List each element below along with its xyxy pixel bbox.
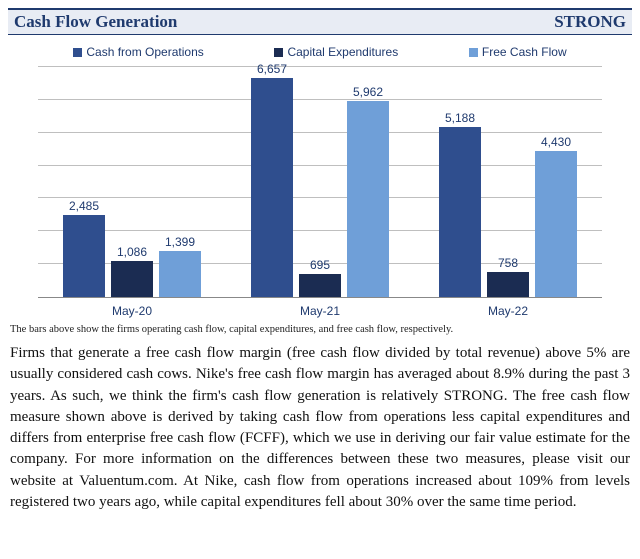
bar-value-label: 5,188 [445, 111, 475, 125]
chart-plot: 2,4851,0861,3996,6576955,9625,1887584,43… [38, 67, 602, 298]
bar-group: 2,485 1,086 1,399 [63, 199, 201, 297]
bar-value-label: 758 [498, 256, 518, 270]
bar [159, 251, 201, 297]
bar-column: 2,485 [63, 199, 105, 297]
bar-value-label: 1,399 [165, 235, 195, 249]
bar-column: 5,188 [439, 111, 481, 297]
bar-value-label: 4,430 [541, 135, 571, 149]
legend-item-cfo: Cash from Operations [73, 45, 203, 59]
legend-item-capex: Capital Expenditures [274, 45, 398, 59]
legend-swatch [469, 48, 478, 57]
bar [251, 78, 293, 297]
legend-item-fcf: Free Cash Flow [469, 45, 567, 59]
xaxis-label: May-22 [488, 304, 528, 318]
section-header: Cash Flow Generation STRONG [8, 8, 632, 35]
bar [535, 151, 577, 297]
bar-value-label: 695 [310, 258, 330, 272]
section-rating: STRONG [554, 12, 626, 32]
bar-value-label: 6,657 [257, 62, 287, 76]
bar-group: 5,188 758 4,430 [439, 111, 577, 297]
bar [439, 127, 481, 297]
legend-label: Cash from Operations [86, 45, 203, 59]
xaxis-label: May-20 [112, 304, 152, 318]
body-paragraph: Firms that generate a free cash flow mar… [8, 343, 632, 513]
bar-column: 695 [299, 258, 341, 297]
bar-column: 1,086 [111, 245, 153, 297]
bar-column: 1,399 [159, 235, 201, 297]
bar-column: 4,430 [535, 135, 577, 297]
section-title: Cash Flow Generation [14, 12, 177, 32]
bar [111, 261, 153, 297]
legend-swatch [274, 48, 283, 57]
legend-swatch [73, 48, 82, 57]
bar-value-label: 1,086 [117, 245, 147, 259]
chart-xaxis: May-20 May-21 May-22 [38, 298, 602, 320]
bar-group: 6,657 695 5,962 [251, 62, 389, 297]
bar-column: 6,657 [251, 62, 293, 297]
chart-caption: The bars above show the firms operating … [8, 320, 632, 343]
bar-value-label: 2,485 [69, 199, 99, 213]
bar-column: 758 [487, 256, 529, 297]
bar-column: 5,962 [347, 85, 389, 297]
bar [347, 101, 389, 297]
xaxis-label: May-21 [300, 304, 340, 318]
cashflow-chart: Cash from Operations Capital Expenditure… [8, 35, 632, 320]
bar-value-label: 5,962 [353, 85, 383, 99]
bar [487, 272, 529, 297]
bar [299, 274, 341, 297]
legend-label: Free Cash Flow [482, 45, 567, 59]
bar [63, 215, 105, 297]
legend-label: Capital Expenditures [287, 45, 398, 59]
